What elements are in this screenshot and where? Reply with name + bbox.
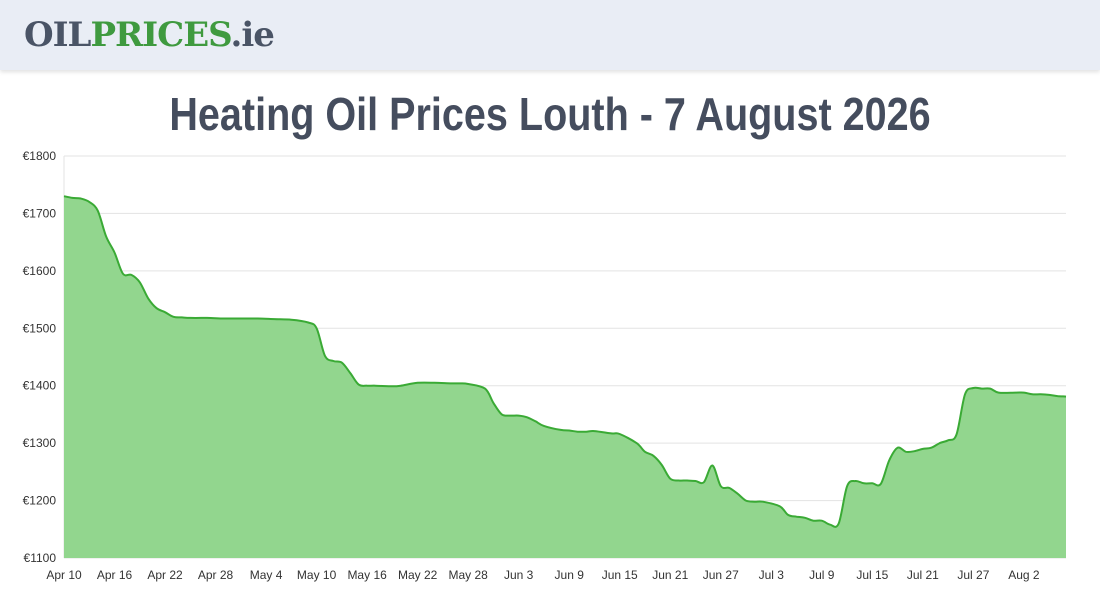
header-bar: OILPRICES.ie bbox=[0, 0, 1100, 70]
site-logo[interactable]: OILPRICES.ie bbox=[24, 15, 275, 55]
x-tick-label: Apr 10 bbox=[46, 568, 82, 582]
x-tick-label: Jul 3 bbox=[759, 568, 785, 582]
x-tick-label: Jul 9 bbox=[809, 568, 835, 582]
x-tick-label: May 22 bbox=[398, 568, 438, 582]
y-tick-label: €1100 bbox=[24, 551, 57, 565]
y-tick-label: €1700 bbox=[23, 206, 57, 220]
y-axis-ticks: €1100 €1200 €1300 €1400 €1500 €1600 €1700 €1800 bbox=[23, 149, 57, 565]
x-tick-label: May 10 bbox=[297, 568, 337, 582]
x-tick-label: Jul 15 bbox=[856, 568, 888, 582]
x-tick-label: Jun 21 bbox=[652, 568, 688, 582]
x-tick-label: Jun 9 bbox=[555, 568, 585, 582]
x-tick-label: Aug 2 bbox=[1008, 568, 1040, 582]
logo-text-ie: .ie bbox=[230, 15, 274, 55]
logo-text-oil: OIL bbox=[24, 15, 91, 55]
x-axis-ticks: Apr 10 Apr 16 Apr 22 Apr 28 May 4 May 10 May 1… bbox=[46, 568, 1040, 582]
x-tick-label: May 4 bbox=[250, 568, 283, 582]
x-tick-label: Jul 21 bbox=[907, 568, 939, 582]
y-tick-label: €1400 bbox=[23, 379, 57, 393]
x-tick-label: Jun 27 bbox=[703, 568, 739, 582]
x-tick-label: Jun 3 bbox=[504, 568, 534, 582]
y-tick-label: €1800 bbox=[23, 149, 57, 163]
y-tick-label: €1600 bbox=[23, 264, 57, 278]
price-area-fill bbox=[64, 196, 1066, 558]
x-tick-label: May 16 bbox=[347, 568, 387, 582]
logo-text-prices: PRICES bbox=[90, 15, 231, 55]
x-tick-label: Apr 28 bbox=[198, 568, 234, 582]
x-tick-label: Jun 15 bbox=[602, 568, 638, 582]
y-tick-label: €1200 bbox=[23, 494, 57, 508]
price-series-line bbox=[63, 195, 1067, 528]
x-tick-label: Apr 16 bbox=[97, 568, 133, 582]
y-tick-label: €1300 bbox=[23, 436, 57, 450]
x-tick-label: Apr 22 bbox=[147, 568, 183, 582]
x-tick-label: Jul 27 bbox=[957, 568, 989, 582]
page-title: Heating Oil Prices Louth - 7 August 2026 bbox=[169, 88, 931, 140]
x-tick-label: May 28 bbox=[448, 568, 488, 582]
chart-area bbox=[63, 195, 1067, 558]
y-tick-label: €1500 bbox=[23, 321, 57, 335]
